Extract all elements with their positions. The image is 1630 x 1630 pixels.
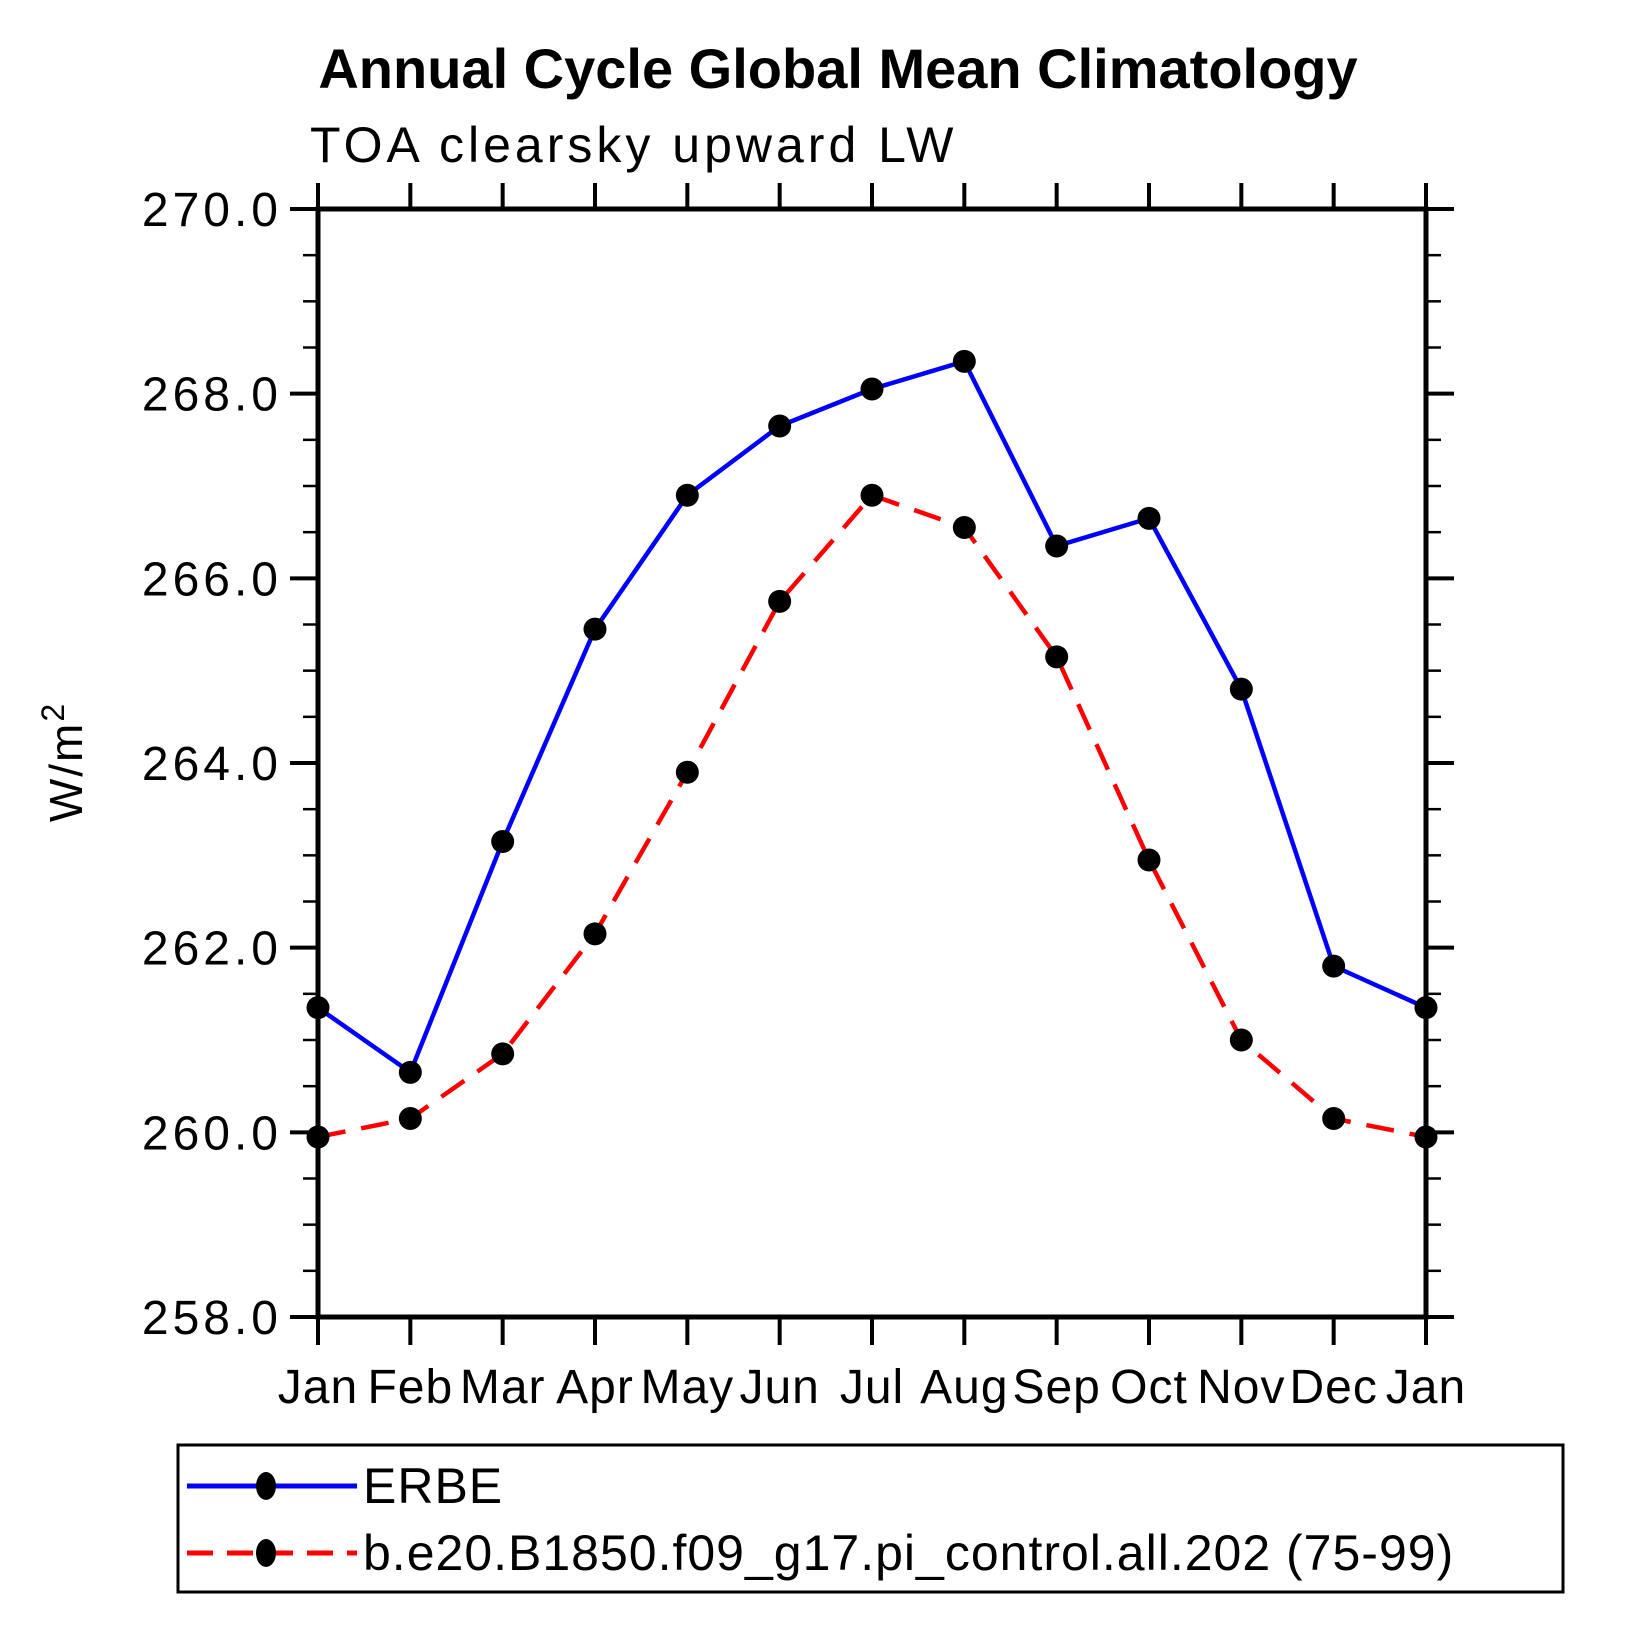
data-point-marker: [952, 349, 976, 373]
x-tick-label: Mar: [460, 1361, 546, 1414]
y-tick-label: 262.0: [142, 923, 282, 976]
y-tick-label: 258.0: [142, 1292, 282, 1345]
data-point-marker: [1229, 677, 1253, 701]
legend-box: [176, 1443, 1565, 1594]
legend-label-erbe: ERBE: [363, 1458, 503, 1514]
x-tick-label: Nov: [1197, 1361, 1285, 1414]
legend-marker-model-icon: [256, 1539, 276, 1567]
x-tick-label: May: [640, 1361, 734, 1414]
axis-box: [315, 206, 1429, 1320]
x-tick-label: Oct: [1110, 1361, 1188, 1414]
y-tick-label: 266.0: [142, 553, 282, 606]
data-point-marker: [768, 589, 792, 613]
x-tick-label: Apr: [556, 1361, 634, 1414]
data-point-marker: [860, 483, 884, 507]
data-point-marker: [1045, 534, 1069, 558]
legend-marker-erbe-icon: [256, 1472, 276, 1500]
legend-label-model: b.e20.B1850.f09_g17.pi_control.all.202 (…: [363, 1525, 1454, 1581]
data-point-marker: [860, 377, 884, 401]
data-point-marker: [675, 483, 699, 507]
data-point-marker: [1229, 1028, 1253, 1052]
data-point-marker: [1414, 996, 1438, 1020]
data-point-marker: [398, 1060, 422, 1084]
x-tick-label: Jul: [840, 1361, 904, 1414]
x-tick-label: Sep: [1012, 1361, 1100, 1414]
x-tick-label: Dec: [1289, 1361, 1377, 1414]
x-tick-label: Feb: [367, 1361, 453, 1414]
data-point-marker: [1322, 954, 1346, 978]
data-point-marker: [952, 516, 976, 540]
series-line-1: [317, 492, 1427, 1140]
legend: ERBE b.e20.B1850.f09_g17.pi_control.all.…: [176, 1443, 1565, 1594]
data-point-marker: [583, 617, 607, 641]
x-tick-label: Jan: [278, 1361, 358, 1414]
chart-subtitle: TOA clearsky upward LW: [310, 117, 957, 173]
x-tick-label: Jan: [1386, 1361, 1466, 1414]
data-point-marker: [398, 1106, 422, 1130]
data-point-marker: [675, 760, 699, 784]
x-tick-label: Jun: [739, 1361, 819, 1414]
series-line-0: [316, 358, 1427, 1076]
y-tick-label: 264.0: [142, 738, 282, 791]
y-tick-label: 268.0: [142, 369, 282, 422]
data-point-marker: [306, 1125, 330, 1149]
data-point-marker: [1045, 645, 1069, 669]
y-tick-label: 260.0: [142, 1107, 282, 1160]
data-point-marker: [583, 922, 607, 946]
y-tick-label: 270.0: [142, 184, 282, 237]
data-point-marker: [491, 829, 515, 853]
data-point-marker: [1137, 506, 1161, 530]
data-point-marker: [491, 1042, 515, 1066]
data-point-marker: [1322, 1106, 1346, 1130]
data-point-marker: [306, 996, 330, 1020]
y-axis-label: W/m2: [35, 702, 92, 822]
x-tick-label: Aug: [920, 1361, 1008, 1414]
data-point-marker: [768, 414, 792, 438]
data-point-marker: [1137, 848, 1161, 872]
chart-title: Annual Cycle Global Mean Climatology: [318, 37, 1357, 100]
data-point-marker: [1414, 1125, 1438, 1149]
